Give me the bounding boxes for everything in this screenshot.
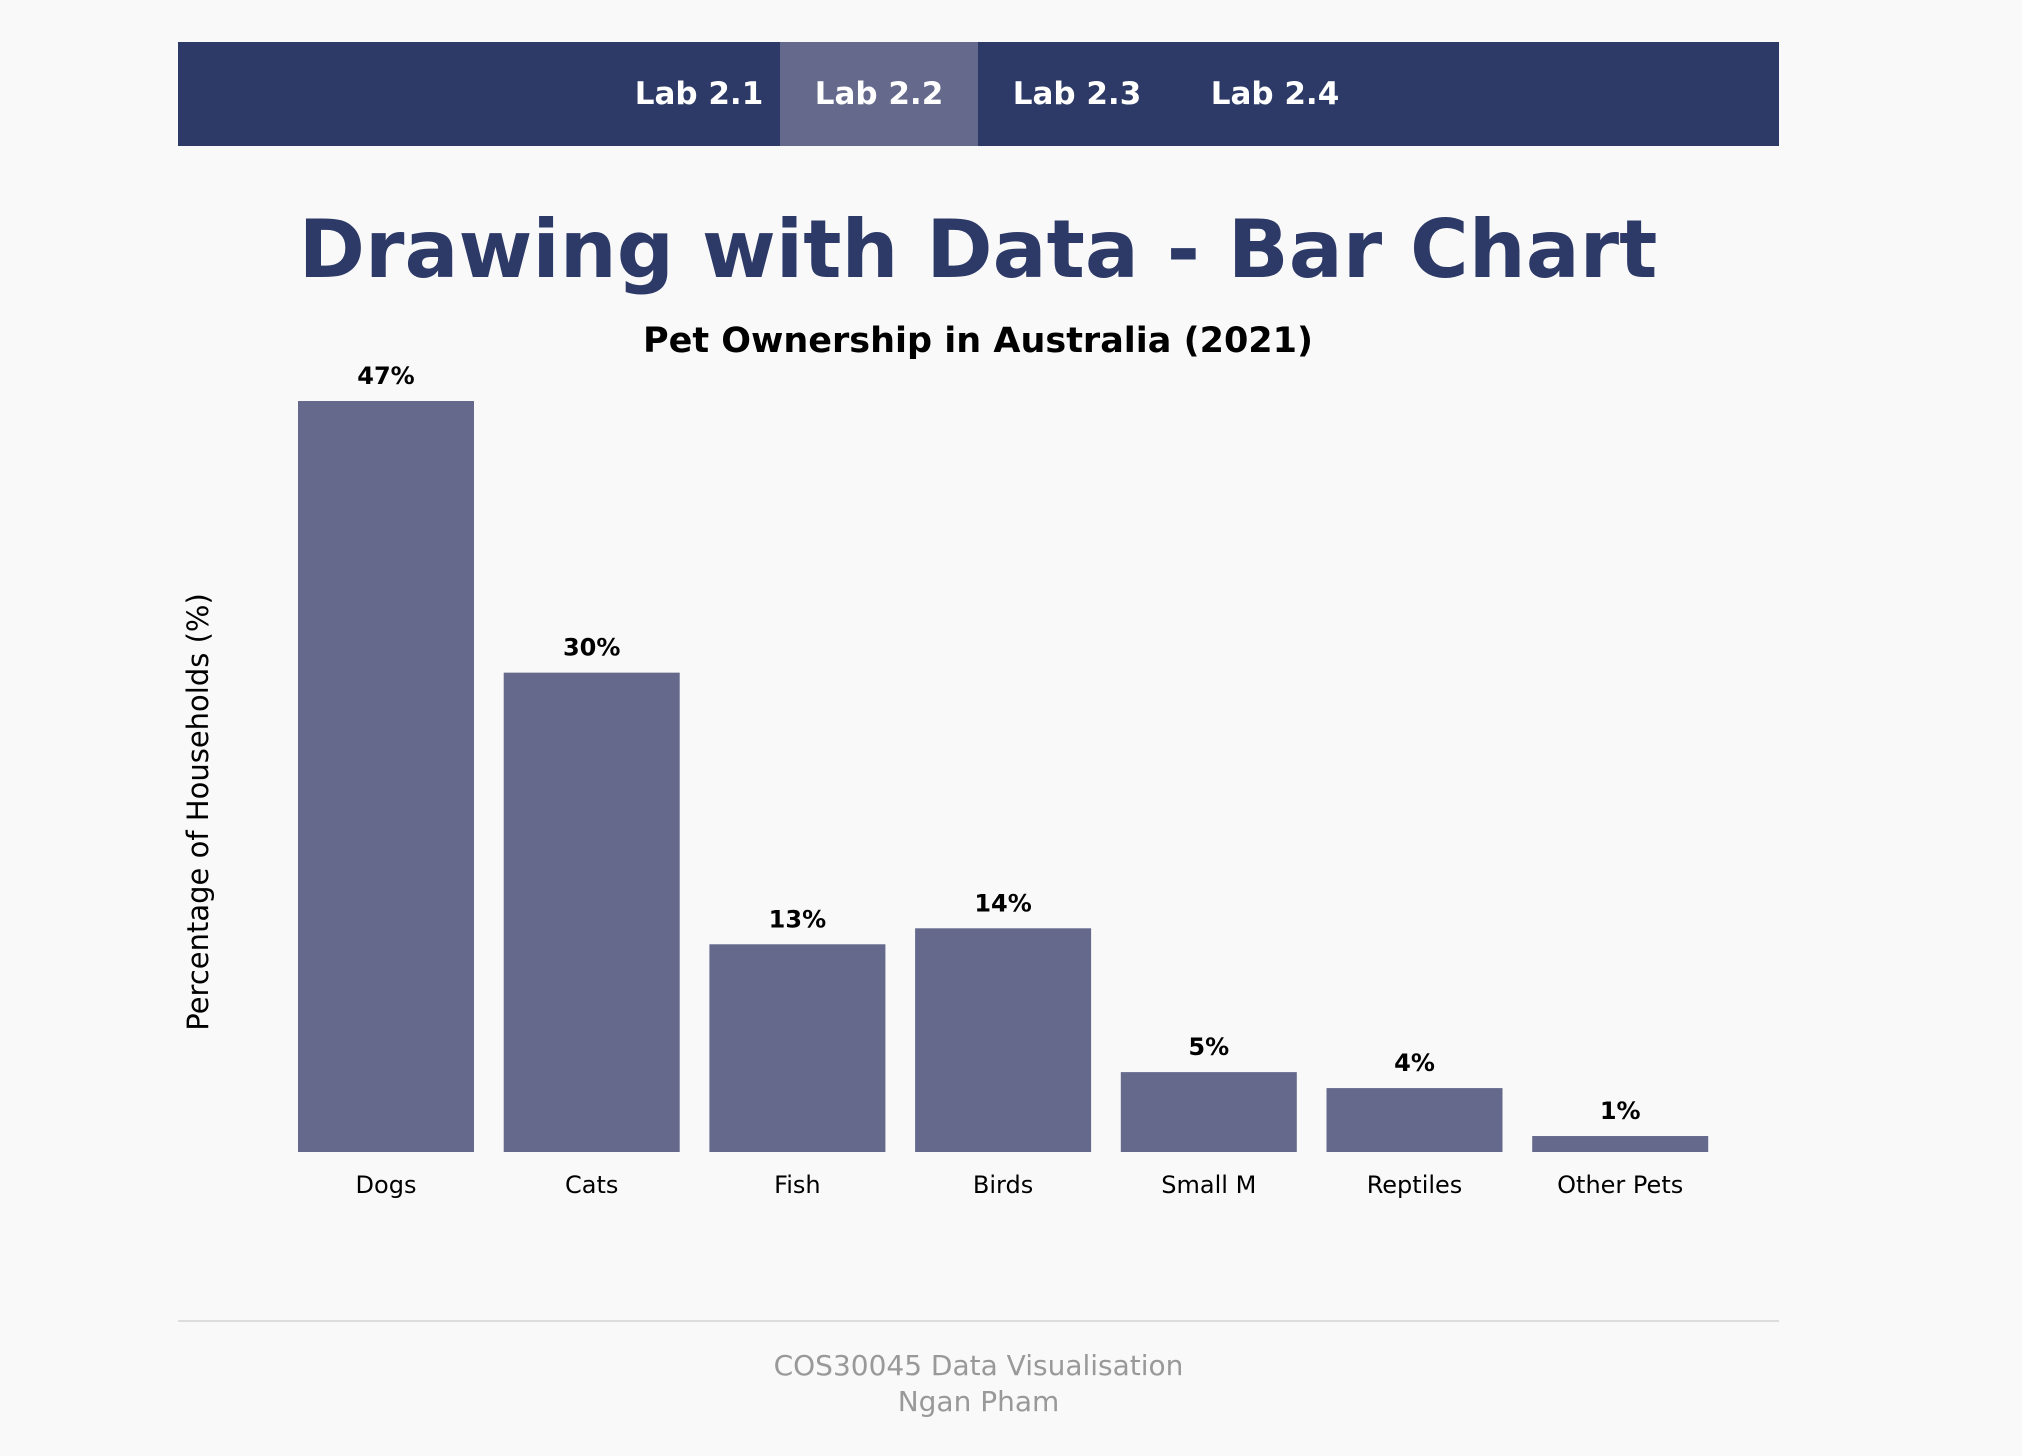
value-label-dogs: 47% <box>357 362 414 390</box>
bar-other-pets <box>1532 1136 1709 1152</box>
bar-cats <box>503 672 680 1152</box>
bar-chart: Pet Ownership in Australia (2021) Percen… <box>181 321 1709 1199</box>
tab-lab-2-3[interactable]: Lab 2.3 <box>1012 76 1142 112</box>
footer-divider <box>178 1320 1779 1322</box>
value-label-cats: 30% <box>563 634 620 662</box>
category-label-fish: Fish <box>774 1171 820 1199</box>
category-label-birds: Birds <box>973 1171 1033 1199</box>
bar-group: 47% Dogs 30% Cats 13% Fish 14% Birds 5% Small M 4%… <box>298 362 1709 1199</box>
chart-title: Pet Ownership in Australia (2021) <box>643 321 1313 361</box>
category-label-small-m: Small M <box>1161 1171 1256 1199</box>
tab-lab-2-4[interactable]: Lab 2.4 <box>1210 76 1340 112</box>
category-label-dogs: Dogs <box>356 1171 417 1199</box>
bar-fish <box>709 944 886 1152</box>
value-label-fish: 13% <box>769 905 826 933</box>
footer: COS30045 Data Visualisation Ngan Pham <box>178 1348 1779 1420</box>
bar-small-m <box>1120 1072 1297 1152</box>
tab-lab-2-2[interactable]: Lab 2.2 <box>780 42 978 146</box>
bar-reptiles <box>1326 1088 1503 1152</box>
y-axis-label: Percentage of Households (%) <box>181 593 215 1031</box>
lab-nav-bar: Lab 2.1 Lab 2.2 Lab 2.3 Lab 2.4 <box>178 42 1779 146</box>
footer-author: Ngan Pham <box>897 1385 1060 1418</box>
page-title: Drawing with Data - Bar Chart <box>298 203 1658 296</box>
value-label-other-pets: 1% <box>1600 1097 1641 1125</box>
footer-course: COS30045 Data Visualisation <box>773 1349 1184 1382</box>
category-label-other-pets: Other Pets <box>1557 1171 1683 1199</box>
value-label-small-m: 5% <box>1188 1033 1229 1061</box>
value-label-birds: 14% <box>974 889 1031 917</box>
bar-birds <box>915 928 1092 1152</box>
category-label-cats: Cats <box>565 1171 618 1199</box>
value-label-reptiles: 4% <box>1394 1049 1435 1077</box>
bar-dogs <box>298 401 474 1152</box>
tab-lab-2-1[interactable]: Lab 2.1 <box>634 76 764 112</box>
category-label-reptiles: Reptiles <box>1367 1171 1463 1199</box>
